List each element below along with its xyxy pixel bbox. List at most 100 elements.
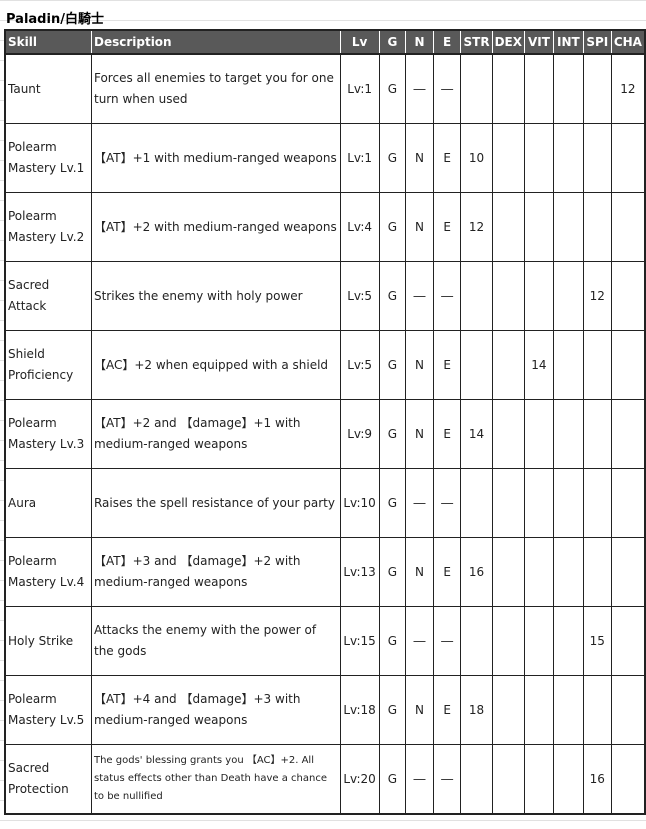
str-cell[interactable]: [460, 261, 493, 331]
column-header-e[interactable]: E: [432, 29, 462, 55]
int-cell[interactable]: [552, 330, 584, 400]
g-cell[interactable]: G: [378, 468, 407, 538]
n-cell[interactable]: N: [405, 675, 434, 745]
n-cell[interactable]: N: [405, 330, 434, 400]
vit-cell[interactable]: [523, 53, 554, 124]
skill-cell[interactable]: Sacred Attack: [3, 261, 92, 331]
e-cell[interactable]: E: [432, 399, 462, 469]
str-cell[interactable]: 18: [460, 675, 493, 745]
level-cell[interactable]: Lv:4: [339, 192, 380, 262]
int-cell[interactable]: [552, 261, 584, 331]
e-cell[interactable]: E: [432, 123, 462, 193]
level-cell[interactable]: Lv:18: [339, 675, 380, 745]
description-cell[interactable]: The gods' blessing grants you 【AC】+2. Al…: [90, 744, 341, 815]
vit-cell[interactable]: 14: [523, 330, 554, 400]
spi-cell[interactable]: [582, 675, 612, 745]
e-cell[interactable]: ―: [432, 468, 462, 538]
spi-cell[interactable]: 16: [582, 744, 612, 815]
column-header-cha[interactable]: CHA: [610, 29, 646, 55]
e-cell[interactable]: ―: [432, 744, 462, 815]
skill-cell[interactable]: Shield Proficiency: [3, 330, 92, 400]
cha-cell[interactable]: [610, 468, 646, 538]
level-cell[interactable]: Lv:1: [339, 123, 380, 193]
column-header-spi[interactable]: SPI: [582, 29, 612, 55]
column-header-int[interactable]: INT: [552, 29, 584, 55]
dex-cell[interactable]: [491, 744, 525, 815]
column-header-g[interactable]: G: [378, 29, 407, 55]
cha-cell[interactable]: [610, 537, 646, 607]
int-cell[interactable]: [552, 123, 584, 193]
skill-cell[interactable]: Polearm Mastery Lv.4: [3, 537, 92, 607]
spi-cell[interactable]: 15: [582, 606, 612, 676]
dex-cell[interactable]: [491, 468, 525, 538]
dex-cell[interactable]: [491, 53, 525, 124]
str-cell[interactable]: 10: [460, 123, 493, 193]
n-cell[interactable]: ―: [405, 468, 434, 538]
skill-cell[interactable]: Aura: [3, 468, 92, 538]
g-cell[interactable]: G: [378, 606, 407, 676]
vit-cell[interactable]: [523, 537, 554, 607]
e-cell[interactable]: E: [432, 675, 462, 745]
description-cell[interactable]: Strikes the enemy with holy power: [90, 261, 341, 331]
e-cell[interactable]: E: [432, 192, 462, 262]
vit-cell[interactable]: [523, 675, 554, 745]
dex-cell[interactable]: [491, 606, 525, 676]
str-cell[interactable]: [460, 330, 493, 400]
int-cell[interactable]: [552, 537, 584, 607]
n-cell[interactable]: ―: [405, 606, 434, 676]
vit-cell[interactable]: [523, 744, 554, 815]
column-header-n[interactable]: N: [405, 29, 434, 55]
description-cell[interactable]: 【AT】+1 with medium-ranged weapons: [90, 123, 341, 193]
level-cell[interactable]: Lv:1: [339, 53, 380, 124]
int-cell[interactable]: [552, 399, 584, 469]
dex-cell[interactable]: [491, 399, 525, 469]
e-cell[interactable]: ―: [432, 606, 462, 676]
level-cell[interactable]: Lv:10: [339, 468, 380, 538]
cha-cell[interactable]: [610, 192, 646, 262]
skill-cell[interactable]: Taunt: [3, 53, 92, 124]
str-cell[interactable]: [460, 744, 493, 815]
int-cell[interactable]: [552, 192, 584, 262]
level-cell[interactable]: Lv:13: [339, 537, 380, 607]
level-cell[interactable]: Lv:15: [339, 606, 380, 676]
cha-cell[interactable]: [610, 330, 646, 400]
description-cell[interactable]: Attacks the enemy with the power of the …: [90, 606, 341, 676]
vit-cell[interactable]: [523, 399, 554, 469]
e-cell[interactable]: E: [432, 537, 462, 607]
description-cell[interactable]: 【AT】+2 and 【damage】+1 with medium-ranged…: [90, 399, 341, 469]
spi-cell[interactable]: [582, 537, 612, 607]
g-cell[interactable]: G: [378, 537, 407, 607]
level-cell[interactable]: Lv:5: [339, 261, 380, 331]
cha-cell[interactable]: 12: [610, 53, 646, 124]
str-cell[interactable]: [460, 606, 493, 676]
n-cell[interactable]: ―: [405, 261, 434, 331]
spi-cell[interactable]: [582, 330, 612, 400]
n-cell[interactable]: ―: [405, 53, 434, 124]
int-cell[interactable]: [552, 744, 584, 815]
e-cell[interactable]: ―: [432, 261, 462, 331]
spi-cell[interactable]: [582, 53, 612, 124]
n-cell[interactable]: ―: [405, 744, 434, 815]
e-cell[interactable]: ―: [432, 53, 462, 124]
skill-cell[interactable]: Polearm Mastery Lv.2: [3, 192, 92, 262]
spi-cell[interactable]: [582, 399, 612, 469]
g-cell[interactable]: G: [378, 399, 407, 469]
column-header-description[interactable]: Description: [90, 29, 341, 55]
cha-cell[interactable]: [610, 123, 646, 193]
n-cell[interactable]: N: [405, 192, 434, 262]
dex-cell[interactable]: [491, 123, 525, 193]
skill-cell[interactable]: Holy Strike: [3, 606, 92, 676]
int-cell[interactable]: [552, 468, 584, 538]
g-cell[interactable]: G: [378, 744, 407, 815]
str-cell[interactable]: [460, 468, 493, 538]
spi-cell[interactable]: [582, 192, 612, 262]
column-header-vit[interactable]: VIT: [523, 29, 554, 55]
level-cell[interactable]: Lv:9: [339, 399, 380, 469]
skill-cell[interactable]: Polearm Mastery Lv.1: [3, 123, 92, 193]
int-cell[interactable]: [552, 53, 584, 124]
g-cell[interactable]: G: [378, 123, 407, 193]
spi-cell[interactable]: [582, 468, 612, 538]
dex-cell[interactable]: [491, 330, 525, 400]
skill-cell[interactable]: Sacred Protection: [3, 744, 92, 815]
level-cell[interactable]: Lv:5: [339, 330, 380, 400]
